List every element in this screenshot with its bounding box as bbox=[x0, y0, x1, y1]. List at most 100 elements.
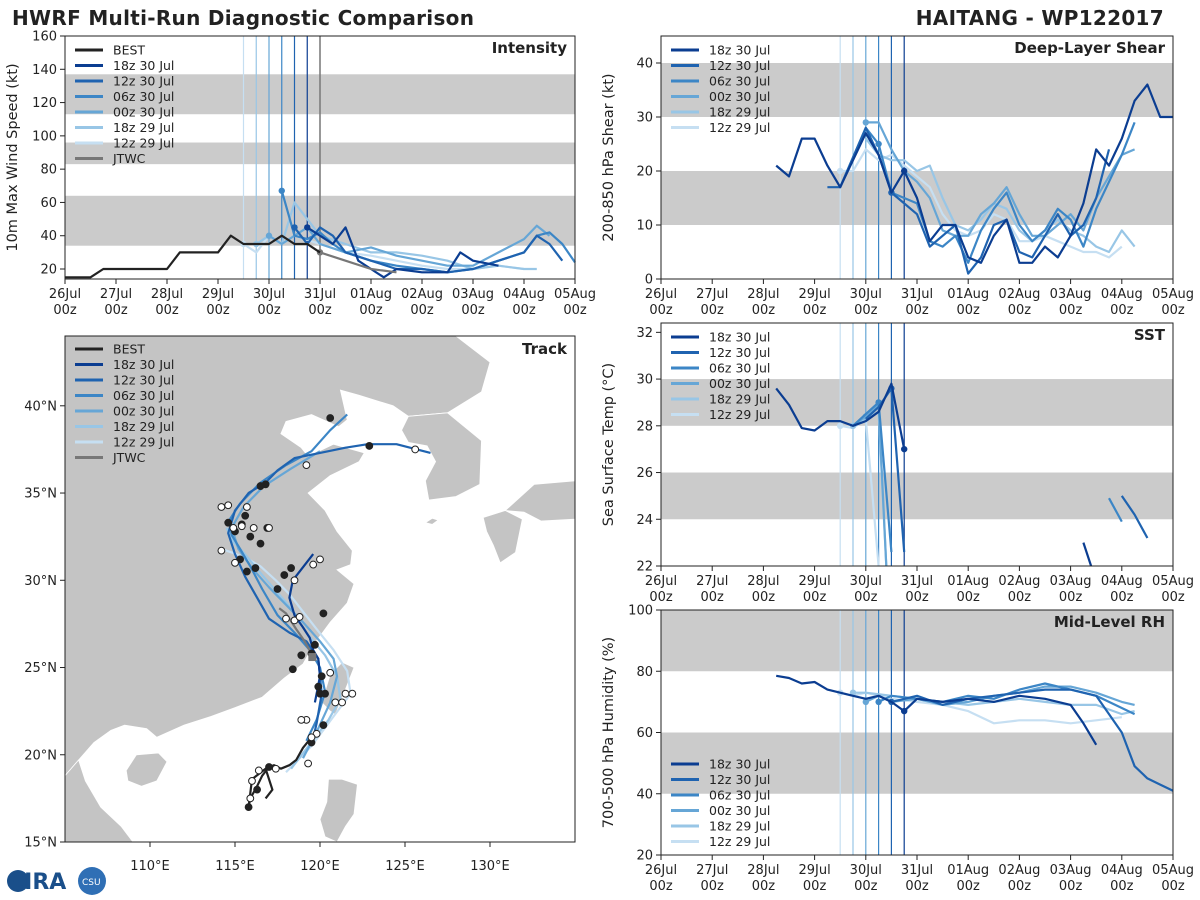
shear-xtick-label-bottom-10: 00z bbox=[1161, 303, 1185, 318]
rh-xtick-label-top-9: 04Aug bbox=[1101, 863, 1143, 878]
sst-plot-background bbox=[661, 323, 1173, 566]
track-marker-BEST-open-1 bbox=[248, 777, 256, 785]
intensity-series-18z-30-jul-0 bbox=[306, 226, 499, 279]
panel-intensity: 2040608010012014016026Jul00z27Jul00z28Ju… bbox=[5, 30, 596, 319]
land-korea bbox=[401, 412, 482, 501]
intensity-ytick-label-120: 120 bbox=[32, 96, 57, 111]
shear-title: Deep-Layer Shear bbox=[1014, 39, 1165, 57]
track-xtick-label-120: 120°E bbox=[300, 859, 340, 874]
cira-logo-globe-right bbox=[78, 867, 106, 895]
land-mainland-asia bbox=[65, 336, 491, 777]
sst-xtick-label-bottom-8: 00z bbox=[1059, 590, 1083, 605]
sst-xtick-label-top-9: 04Aug bbox=[1101, 574, 1143, 589]
shear-xtick-label-top-5: 31Jul bbox=[901, 287, 933, 302]
intensity-xtick-label-top-7: 02Aug bbox=[401, 287, 443, 302]
shear-init-point-12z-29-jul bbox=[837, 167, 844, 175]
sst-ytick-label-26: 26 bbox=[636, 466, 653, 481]
track-marker-track-filled-8 bbox=[243, 567, 251, 576]
intensity-xtick-label-top-0: 26Jul bbox=[49, 287, 81, 302]
track-marker-track-filled-3 bbox=[314, 682, 323, 691]
shear-ytick-label-20: 20 bbox=[636, 165, 653, 180]
legend-label-18z-29-jul: 18z 29 Jul bbox=[113, 120, 174, 135]
cira-logo-text: CIRA bbox=[8, 870, 66, 895]
rh-ytick-label-40: 40 bbox=[636, 787, 653, 802]
legend-label-12z-29-jul: 12z 29 Jul bbox=[709, 120, 770, 135]
sst-xtick-label-top-2: 28Jul bbox=[747, 574, 779, 589]
sst-ylabel: Sea Surface Temp (°C) bbox=[601, 363, 617, 526]
rh-xtick-label-top-5: 31Jul bbox=[901, 863, 933, 878]
legend-label-18z-29-jul: 18z 29 Jul bbox=[709, 392, 770, 407]
track-jtwc bbox=[278, 607, 315, 658]
shear-band-1 bbox=[661, 63, 1173, 117]
track-ytick-label-20: 20°N bbox=[24, 748, 57, 763]
legend-label-12z-30-jul: 12z 30 Jul bbox=[709, 58, 770, 73]
rh-xtick-label-top-2: 28Jul bbox=[747, 863, 779, 878]
shear-ytick-label-40: 40 bbox=[636, 57, 653, 72]
track-marker-track-open-14 bbox=[249, 524, 258, 532]
track-xtick-label-130: 130°E bbox=[470, 859, 510, 874]
rh-ylabel: 700-500 hPa Humidity (%) bbox=[601, 637, 617, 828]
sst-xtick-label-bottom-5: 00z bbox=[905, 590, 929, 605]
track-marker-track-open-9 bbox=[348, 689, 357, 698]
track-marker-BEST-4 bbox=[319, 721, 328, 729]
track-marker-track-open-13 bbox=[265, 524, 273, 532]
rh-xtick-label-top-0: 26Jul bbox=[645, 863, 677, 878]
sst-xtick-label-bottom-4: 00z bbox=[854, 590, 878, 605]
sst-xtick-label-bottom-3: 00z bbox=[803, 590, 827, 605]
sst-xtick-label-bottom-2: 00z bbox=[752, 590, 776, 605]
intensity-ytick-label-140: 140 bbox=[32, 63, 57, 78]
intensity-ytick-label-160: 160 bbox=[32, 30, 57, 45]
shear-ylabel: 200-850 hPa Shear (kt) bbox=[601, 73, 617, 241]
intensity-xtick-label-top-10: 05Aug bbox=[554, 287, 596, 302]
track-marker-track-open-7 bbox=[338, 698, 347, 707]
rh-init-point-00z-30-jul bbox=[862, 698, 869, 706]
sst-xtick-label-top-4: 30Jul bbox=[850, 574, 882, 589]
intensity-title: Intensity bbox=[492, 39, 568, 57]
shear-xtick-label-bottom-6: 00z bbox=[957, 303, 981, 318]
sst-ytick-label-30: 30 bbox=[636, 373, 653, 388]
intensity-xtick-label-bottom-1: 00z bbox=[104, 303, 128, 318]
legend-label-12z-29-jul: 12z 29 Jul bbox=[113, 435, 174, 450]
track-marker-track-open-16 bbox=[229, 524, 238, 532]
shear-xtick-label-top-3: 29Jul bbox=[798, 287, 830, 302]
sst-xtick-label-top-1: 27Jul bbox=[696, 574, 728, 589]
track-marker-track-open-5 bbox=[326, 668, 335, 677]
rh-xtick-label-top-7: 02Aug bbox=[998, 863, 1040, 878]
sst-band-0 bbox=[661, 472, 1173, 520]
sst-xtick-label-top-0: 26Jul bbox=[645, 574, 677, 589]
track-lines-group bbox=[217, 413, 431, 812]
track-00z-30-jul bbox=[230, 450, 339, 759]
rh-xtick-label-bottom-4: 00z bbox=[854, 879, 878, 894]
intensity-ytick-label-60: 60 bbox=[40, 196, 57, 211]
intensity-xtick-label-top-3: 29Jul bbox=[202, 287, 234, 302]
track-marker-BEST-0 bbox=[244, 803, 253, 812]
track-marker-track-open-17 bbox=[217, 503, 226, 511]
shear-xtick-label-top-10: 05Aug bbox=[1152, 287, 1194, 302]
legend-label-18z-30-jul: 18z 30 Jul bbox=[709, 43, 770, 58]
land-japan-honshu bbox=[504, 480, 575, 522]
intensity-xtick-label-bottom-5: 00z bbox=[308, 303, 332, 318]
legend-label-00z-30-jul: 00z 30 Jul bbox=[709, 376, 770, 391]
track-marker-track-open-23 bbox=[309, 560, 318, 569]
sst-band-1 bbox=[661, 379, 1173, 426]
track-xtick-label-110: 110°E bbox=[130, 859, 170, 874]
shear-ytick-label-0: 0 bbox=[645, 273, 653, 288]
legend-label-18z-29-jul: 18z 29 Jul bbox=[709, 819, 770, 834]
intensity-ytick-label-20: 20 bbox=[40, 263, 57, 278]
storm-title: HAITANG - WP122017 bbox=[915, 6, 1164, 30]
legend-label-18z-29-jul: 18z 29 Jul bbox=[709, 105, 770, 120]
legend-label-18z-29-jul: 18z 29 Jul bbox=[113, 419, 174, 434]
legend-label-00z-30-jul: 00z 30 Jul bbox=[113, 404, 174, 419]
shear-series-18z-30-jul-0 bbox=[775, 83, 1173, 264]
intensity-xtick-label-bottom-2: 00z bbox=[155, 303, 179, 318]
land-hainan bbox=[125, 752, 168, 787]
sst-xtick-label-bottom-0: 00z bbox=[649, 590, 673, 605]
sst-series-18z-30-jul-1 bbox=[1082, 542, 1093, 567]
intensity-ytick-label-80: 80 bbox=[40, 163, 57, 178]
sst-xtick-label-bottom-7: 00z bbox=[1008, 590, 1032, 605]
rh-xtick-label-top-10: 05Aug bbox=[1152, 863, 1194, 878]
panel-sst: 22242628303226Jul00z27Jul00z28Jul00z29Ju… bbox=[601, 322, 1194, 605]
track-marker-track-filled-19 bbox=[261, 480, 270, 489]
